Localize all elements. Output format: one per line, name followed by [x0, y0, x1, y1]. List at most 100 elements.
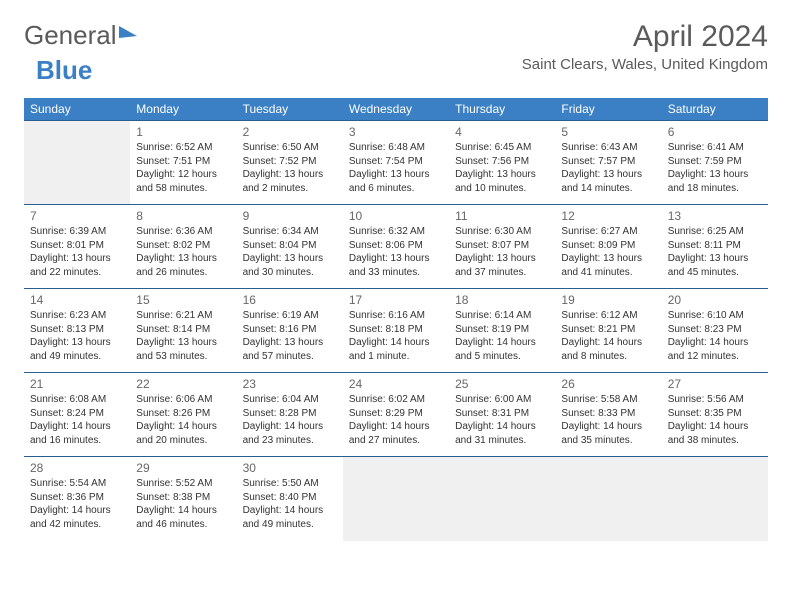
daylight-text: Daylight: 13 hours and 2 minutes. — [243, 168, 337, 195]
col-tuesday: Tuesday — [237, 98, 343, 121]
daylight-text: Daylight: 13 hours and 53 minutes. — [136, 336, 230, 363]
sunrise-text: Sunrise: 6:14 AM — [455, 309, 549, 323]
daylight-text: Daylight: 14 hours and 16 minutes. — [30, 420, 124, 447]
day-number: 22 — [136, 376, 230, 392]
sunrise-text: Sunrise: 6:04 AM — [243, 393, 337, 407]
sunset-text: Sunset: 8:24 PM — [30, 407, 124, 421]
day-number: 2 — [243, 124, 337, 140]
logo: General — [24, 20, 141, 51]
day-number: 21 — [30, 376, 124, 392]
calendar-cell: 1Sunrise: 6:52 AMSunset: 7:51 PMDaylight… — [130, 121, 236, 205]
day-number: 17 — [349, 292, 443, 308]
calendar-cell — [662, 457, 768, 541]
calendar-cell: 21Sunrise: 6:08 AMSunset: 8:24 PMDayligh… — [24, 373, 130, 457]
daylight-text: Daylight: 12 hours and 58 minutes. — [136, 168, 230, 195]
sunset-text: Sunset: 8:11 PM — [668, 239, 762, 253]
calendar-cell: 26Sunrise: 5:58 AMSunset: 8:33 PMDayligh… — [555, 373, 661, 457]
sunrise-text: Sunrise: 6:16 AM — [349, 309, 443, 323]
daylight-text: Daylight: 13 hours and 18 minutes. — [668, 168, 762, 195]
weekday-header-row: Sunday Monday Tuesday Wednesday Thursday… — [24, 98, 768, 121]
calendar-cell: 22Sunrise: 6:06 AMSunset: 8:26 PMDayligh… — [130, 373, 236, 457]
day-number: 29 — [136, 460, 230, 476]
sunset-text: Sunset: 8:14 PM — [136, 323, 230, 337]
logo-triangle-icon — [119, 26, 137, 38]
daylight-text: Daylight: 14 hours and 8 minutes. — [561, 336, 655, 363]
calendar-cell: 29Sunrise: 5:52 AMSunset: 8:38 PMDayligh… — [130, 457, 236, 541]
sunset-text: Sunset: 8:04 PM — [243, 239, 337, 253]
calendar-row: 1Sunrise: 6:52 AMSunset: 7:51 PMDaylight… — [24, 121, 768, 205]
calendar-cell — [555, 457, 661, 541]
day-number: 28 — [30, 460, 124, 476]
sunrise-text: Sunrise: 6:43 AM — [561, 141, 655, 155]
daylight-text: Daylight: 14 hours and 1 minute. — [349, 336, 443, 363]
calendar-row: 7Sunrise: 6:39 AMSunset: 8:01 PMDaylight… — [24, 205, 768, 289]
calendar-cell: 30Sunrise: 5:50 AMSunset: 8:40 PMDayligh… — [237, 457, 343, 541]
sunset-text: Sunset: 8:21 PM — [561, 323, 655, 337]
day-number: 11 — [455, 208, 549, 224]
sunrise-text: Sunrise: 5:54 AM — [30, 477, 124, 491]
daylight-text: Daylight: 13 hours and 33 minutes. — [349, 252, 443, 279]
sunset-text: Sunset: 8:02 PM — [136, 239, 230, 253]
calendar-cell: 13Sunrise: 6:25 AMSunset: 8:11 PMDayligh… — [662, 205, 768, 289]
col-saturday: Saturday — [662, 98, 768, 121]
day-number: 3 — [349, 124, 443, 140]
sunset-text: Sunset: 8:16 PM — [243, 323, 337, 337]
daylight-text: Daylight: 13 hours and 49 minutes. — [30, 336, 124, 363]
day-number: 30 — [243, 460, 337, 476]
calendar-cell: 17Sunrise: 6:16 AMSunset: 8:18 PMDayligh… — [343, 289, 449, 373]
sunrise-text: Sunrise: 6:34 AM — [243, 225, 337, 239]
sunset-text: Sunset: 8:38 PM — [136, 491, 230, 505]
sunset-text: Sunset: 8:01 PM — [30, 239, 124, 253]
daylight-text: Daylight: 14 hours and 35 minutes. — [561, 420, 655, 447]
day-number: 18 — [455, 292, 549, 308]
day-number: 14 — [30, 292, 124, 308]
calendar-cell: 2Sunrise: 6:50 AMSunset: 7:52 PMDaylight… — [237, 121, 343, 205]
sunrise-text: Sunrise: 6:45 AM — [455, 141, 549, 155]
day-number: 24 — [349, 376, 443, 392]
calendar-cell — [343, 457, 449, 541]
calendar-cell: 9Sunrise: 6:34 AMSunset: 8:04 PMDaylight… — [237, 205, 343, 289]
sunrise-text: Sunrise: 6:23 AM — [30, 309, 124, 323]
calendar-cell: 14Sunrise: 6:23 AMSunset: 8:13 PMDayligh… — [24, 289, 130, 373]
sunset-text: Sunset: 7:51 PM — [136, 155, 230, 169]
calendar-row: 28Sunrise: 5:54 AMSunset: 8:36 PMDayligh… — [24, 457, 768, 541]
sunset-text: Sunset: 7:56 PM — [455, 155, 549, 169]
sunset-text: Sunset: 7:59 PM — [668, 155, 762, 169]
sunset-text: Sunset: 8:19 PM — [455, 323, 549, 337]
day-number: 16 — [243, 292, 337, 308]
calendar-cell: 28Sunrise: 5:54 AMSunset: 8:36 PMDayligh… — [24, 457, 130, 541]
sunrise-text: Sunrise: 6:39 AM — [30, 225, 124, 239]
day-number: 10 — [349, 208, 443, 224]
day-number: 5 — [561, 124, 655, 140]
sunrise-text: Sunrise: 6:52 AM — [136, 141, 230, 155]
calendar-cell: 11Sunrise: 6:30 AMSunset: 8:07 PMDayligh… — [449, 205, 555, 289]
daylight-text: Daylight: 13 hours and 45 minutes. — [668, 252, 762, 279]
sunrise-text: Sunrise: 5:58 AM — [561, 393, 655, 407]
calendar-cell: 18Sunrise: 6:14 AMSunset: 8:19 PMDayligh… — [449, 289, 555, 373]
sunrise-text: Sunrise: 6:41 AM — [668, 141, 762, 155]
calendar-cell: 8Sunrise: 6:36 AMSunset: 8:02 PMDaylight… — [130, 205, 236, 289]
sunrise-text: Sunrise: 6:32 AM — [349, 225, 443, 239]
day-number: 4 — [455, 124, 549, 140]
calendar-cell: 3Sunrise: 6:48 AMSunset: 7:54 PMDaylight… — [343, 121, 449, 205]
day-number: 12 — [561, 208, 655, 224]
sunset-text: Sunset: 8:28 PM — [243, 407, 337, 421]
sunrise-text: Sunrise: 5:56 AM — [668, 393, 762, 407]
daylight-text: Daylight: 13 hours and 30 minutes. — [243, 252, 337, 279]
day-number: 7 — [30, 208, 124, 224]
col-thursday: Thursday — [449, 98, 555, 121]
sunset-text: Sunset: 8:40 PM — [243, 491, 337, 505]
daylight-text: Daylight: 14 hours and 42 minutes. — [30, 504, 124, 531]
sunset-text: Sunset: 8:06 PM — [349, 239, 443, 253]
daylight-text: Daylight: 14 hours and 23 minutes. — [243, 420, 337, 447]
sunset-text: Sunset: 8:33 PM — [561, 407, 655, 421]
daylight-text: Daylight: 14 hours and 27 minutes. — [349, 420, 443, 447]
calendar-cell: 20Sunrise: 6:10 AMSunset: 8:23 PMDayligh… — [662, 289, 768, 373]
calendar-cell: 25Sunrise: 6:00 AMSunset: 8:31 PMDayligh… — [449, 373, 555, 457]
sunset-text: Sunset: 7:52 PM — [243, 155, 337, 169]
sunrise-text: Sunrise: 5:50 AM — [243, 477, 337, 491]
day-number: 19 — [561, 292, 655, 308]
sunrise-text: Sunrise: 6:19 AM — [243, 309, 337, 323]
daylight-text: Daylight: 13 hours and 22 minutes. — [30, 252, 124, 279]
sunrise-text: Sunrise: 6:08 AM — [30, 393, 124, 407]
